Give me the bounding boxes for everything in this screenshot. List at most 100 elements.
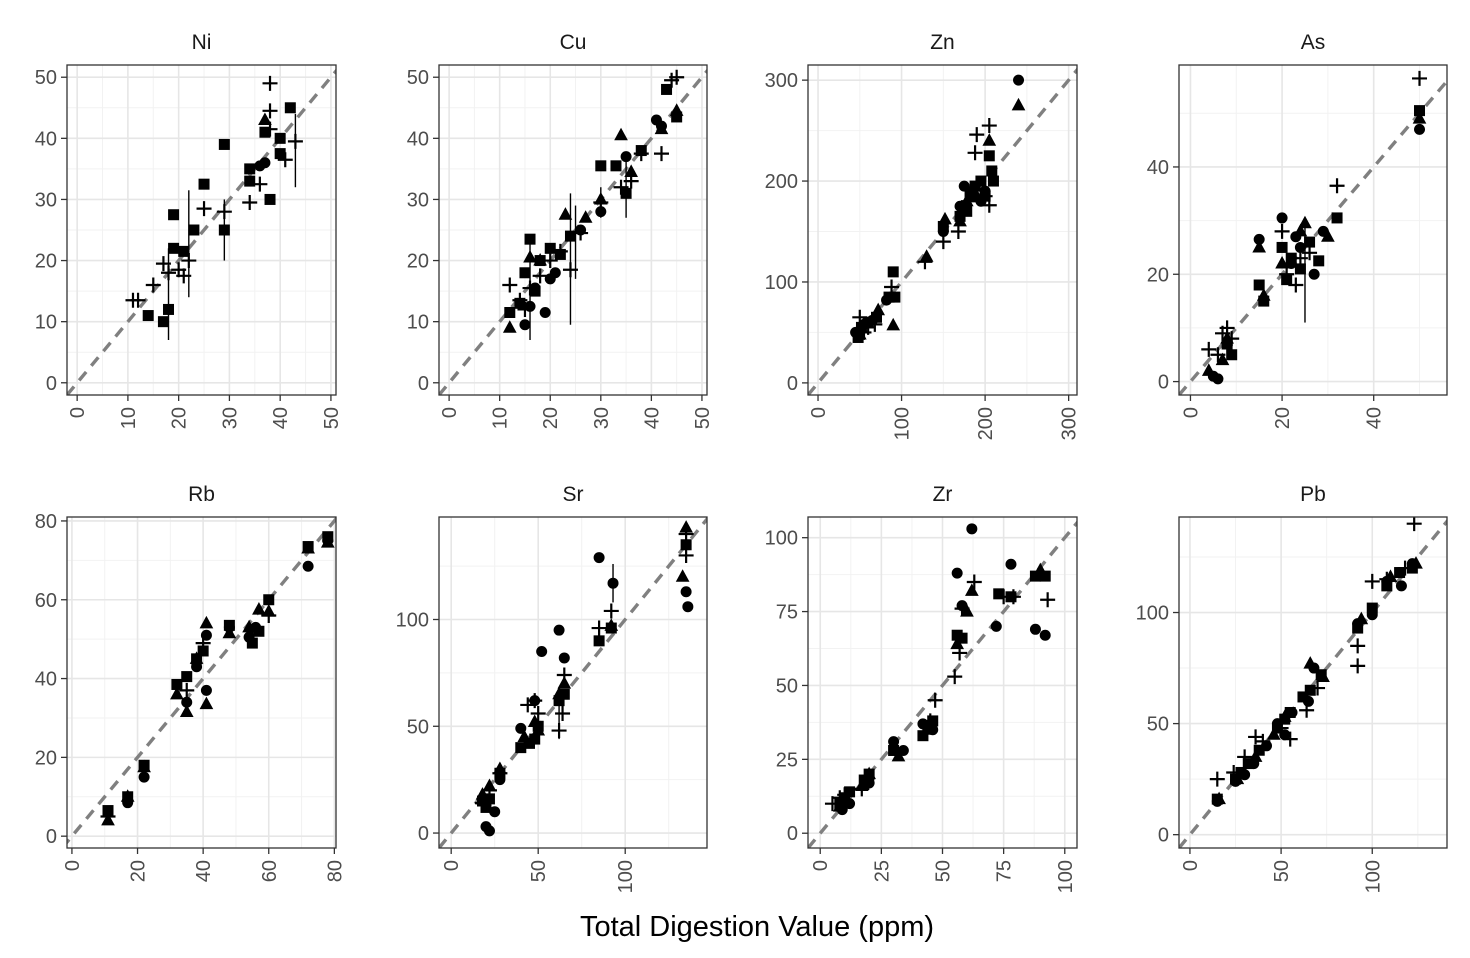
y-tick-label: 20 — [35, 747, 57, 769]
data-point-triangle — [179, 704, 194, 718]
data-point-plus — [181, 253, 197, 269]
data-point-triangle — [189, 651, 204, 664]
data-point-plus — [969, 127, 985, 143]
data-point-triangle — [1277, 709, 1292, 722]
plot-area-sr — [439, 517, 707, 848]
data-point-square — [524, 233, 536, 245]
data-point-circle — [553, 624, 565, 636]
x-tick-label: 300 — [1059, 407, 1081, 440]
x-tick-label: 0 — [810, 860, 832, 871]
data-point-circle — [200, 684, 212, 696]
data-point-triangle — [1303, 656, 1318, 669]
data-point-triangle — [1252, 239, 1267, 253]
x-tick-label: 50 — [1271, 860, 1293, 882]
data-point-plus — [860, 319, 876, 335]
data-point-circle — [138, 771, 150, 783]
data-point-triangle — [120, 789, 135, 802]
data-point-triangle — [938, 211, 952, 225]
data-point-triangle — [1298, 215, 1312, 229]
data-point-circle — [680, 586, 692, 598]
data-point-circle — [958, 180, 970, 192]
data-point-square — [284, 102, 296, 114]
y-tick-label: 0 — [46, 373, 57, 395]
data-point-plus — [522, 280, 538, 296]
data-point-square — [218, 138, 230, 150]
data-point-circle — [519, 319, 531, 331]
data-point-plus — [161, 265, 177, 281]
data-point-circle — [881, 294, 893, 306]
x-tick-label: 80 — [324, 860, 346, 882]
data-point-plus — [950, 224, 966, 240]
y-tick-label: 40 — [35, 128, 57, 150]
data-point-plus — [100, 808, 116, 824]
data-point-circle — [539, 307, 551, 318]
data-point-square — [519, 267, 531, 279]
data-point-plus — [179, 682, 195, 698]
data-point-square — [595, 160, 607, 172]
panel-border — [807, 516, 1078, 849]
data-point-plus — [653, 146, 669, 162]
data-point-plus — [196, 201, 212, 217]
data-point-plus — [530, 705, 546, 721]
x-tick-label: 0 — [67, 407, 89, 418]
y-tick-label: 30 — [407, 189, 429, 211]
data-point-triangle — [137, 759, 151, 773]
y-tick-label: 20 — [407, 251, 429, 273]
data-point-plus — [967, 145, 983, 161]
panel-title-rb: Rb — [188, 483, 215, 506]
data-point-plus — [678, 526, 694, 542]
data-point-square — [168, 209, 180, 221]
data-point-circle — [515, 722, 527, 734]
x-tick-label: 75 — [994, 860, 1016, 882]
data-point-circle — [1029, 623, 1041, 635]
x-tick-label: 0 — [1180, 407, 1202, 418]
data-point-plus — [884, 279, 900, 295]
y-tick-label: 0 — [787, 823, 798, 845]
data-point-square — [529, 733, 541, 745]
data-point-square — [163, 303, 175, 315]
data-point-circle — [888, 736, 900, 748]
data-point-square — [264, 193, 276, 205]
data-point-triangle — [1011, 97, 1026, 111]
data-point-square — [142, 310, 154, 322]
data-point-circle — [483, 825, 495, 837]
panel-border — [438, 64, 708, 396]
plot-area-zr — [808, 520, 1077, 848]
data-point-plus — [1406, 517, 1422, 532]
data-point-plus — [1219, 320, 1235, 336]
y-tick-label: 50 — [1147, 714, 1169, 736]
panel-border — [66, 516, 337, 849]
panel-border — [807, 64, 1078, 396]
data-point-plus — [542, 253, 558, 269]
data-point-circle — [620, 151, 632, 163]
data-point-plus — [1299, 702, 1315, 718]
data-point-triangle — [953, 213, 967, 227]
data-point-plus — [954, 601, 970, 617]
data-point-triangle — [558, 207, 573, 220]
y-tick-label: 50 — [776, 675, 798, 697]
data-point-plus — [195, 635, 211, 651]
data-point-circle — [1212, 373, 1224, 385]
x-tick-label: 0 — [439, 407, 461, 418]
x-tick-label: 60 — [259, 860, 281, 882]
data-point-circle — [966, 523, 978, 535]
data-point-plus — [966, 574, 982, 590]
y-tick-label: 0 — [1158, 825, 1169, 847]
data-point-triangle — [669, 103, 684, 116]
data-point-plus — [935, 234, 951, 250]
data-point-square — [181, 671, 193, 683]
panel-border — [1178, 516, 1448, 849]
data-point-triangle — [1275, 255, 1289, 269]
x-tick-label: 25 — [871, 860, 893, 882]
data-point-square — [263, 594, 275, 606]
data-point-plus — [927, 692, 943, 708]
data-point-triangle — [982, 133, 997, 146]
data-point-triangle — [502, 320, 517, 333]
data-point-plus — [555, 705, 571, 721]
data-point-plus — [252, 176, 268, 192]
y-tick-label: 10 — [407, 312, 429, 334]
data-point-square — [887, 266, 899, 278]
data-point-circle — [558, 652, 570, 664]
data-point-plus — [155, 256, 171, 272]
x-tick-label: 50 — [321, 407, 343, 429]
